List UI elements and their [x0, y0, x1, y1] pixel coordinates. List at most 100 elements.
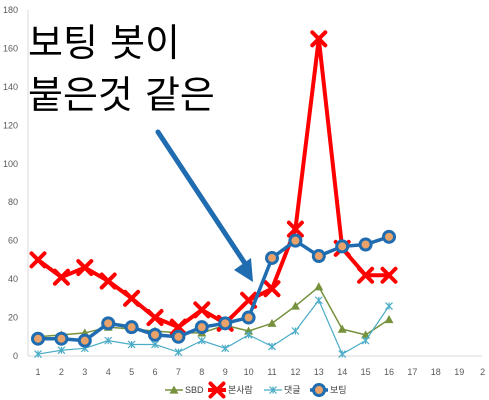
x-tick-label: 1 [35, 367, 40, 377]
data-point [268, 342, 276, 351]
data-point [335, 239, 350, 254]
x-tick-label: 2 [59, 367, 64, 377]
data-point [290, 301, 300, 310]
x-tick-label: 9 [223, 367, 228, 377]
data-point-stroke [52, 268, 70, 286]
legend-item: 댓글 [264, 385, 301, 395]
legend-label: 댓글 [284, 385, 301, 395]
legend-item: SBD [165, 385, 204, 395]
data-point [77, 333, 92, 348]
series-line [38, 235, 390, 343]
data-point [127, 340, 136, 349]
data-point [146, 309, 164, 327]
data-point [197, 336, 206, 345]
data-point [385, 302, 393, 310]
x-tick-label: 10 [244, 367, 254, 377]
data-point [31, 331, 45, 346]
x-tick-label: 2 [480, 367, 485, 377]
data-point-stroke [123, 289, 141, 307]
data-point [314, 296, 323, 305]
y-tick-label: 60 [8, 236, 18, 246]
y-tick-label: 100 [3, 159, 18, 169]
x-tick-label: 5 [129, 367, 134, 377]
legend-label: 본사람 [228, 384, 253, 395]
data-point-stroke [380, 266, 398, 284]
data-point [288, 233, 303, 248]
data-point [311, 249, 326, 264]
x-tick-label: 11 [267, 367, 276, 377]
data-point [312, 383, 326, 397]
data-point [358, 237, 373, 252]
x-tick-label: 13 [314, 367, 324, 377]
data-point [337, 324, 347, 333]
data-point [124, 320, 139, 335]
x-tick-label: 6 [152, 367, 157, 377]
data-point [174, 348, 183, 357]
annotation-arrow [155, 129, 253, 282]
data-point [169, 385, 179, 394]
y-tick-label: 80 [8, 197, 18, 207]
x-tick-label: 8 [199, 367, 204, 377]
data-point [221, 344, 230, 353]
y-tick-label: 140 [3, 82, 18, 92]
data-point [194, 320, 209, 335]
data-point [218, 316, 233, 331]
data-point [193, 301, 211, 319]
series-line [37, 299, 390, 355]
data-point-stroke [208, 381, 226, 399]
x-tick-label: 7 [176, 367, 181, 377]
data-point [291, 327, 300, 335]
data-point [104, 336, 113, 345]
data-point [244, 330, 253, 339]
y-tick-label: 120 [3, 120, 18, 130]
data-point [54, 331, 69, 346]
x-tick-label: 17 [407, 367, 417, 377]
x-tick-label: 3 [82, 367, 87, 377]
data-point [208, 381, 226, 399]
data-point [76, 259, 94, 277]
data-point-stroke [146, 309, 164, 327]
data-point [384, 314, 394, 324]
y-tick-label: 40 [8, 274, 18, 284]
data-point [57, 346, 66, 355]
series-star [34, 296, 393, 359]
data-point [123, 289, 141, 307]
data-point-stroke [263, 280, 281, 298]
data-point-stroke [99, 272, 117, 290]
data-point [380, 266, 398, 284]
legend-item: 보팅 [310, 383, 347, 397]
series-circle [31, 229, 396, 348]
data-point [382, 229, 396, 244]
data-point [314, 282, 324, 291]
data-point [148, 327, 162, 342]
data-point-stroke [193, 301, 211, 319]
data-point-stroke [240, 291, 258, 309]
data-point-stroke [310, 30, 328, 48]
x-tick-label: 14 [337, 367, 347, 377]
x-tick-label: 18 [431, 367, 441, 377]
data-point [357, 266, 375, 284]
data-point-stroke [76, 259, 94, 277]
x-tick-label: 15 [361, 367, 371, 377]
data-point [151, 340, 159, 349]
chart-series [29, 30, 398, 359]
y-tick-label: 20 [8, 313, 18, 323]
data-point-stroke [29, 251, 47, 269]
data-point [310, 30, 328, 48]
arrow-head [234, 258, 253, 282]
x-tick-label: 19 [454, 367, 464, 377]
data-point [99, 272, 117, 290]
arrow-shaft [155, 129, 251, 271]
annotation-line-1: 보팅 봇이 [28, 21, 180, 65]
x-tick-label: 16 [384, 367, 394, 377]
data-point [265, 250, 279, 265]
y-tick-label: 160 [3, 43, 18, 53]
y-tick-label: 180 [3, 5, 18, 15]
legend: SBD 본사람 댓글 보팅 [165, 381, 347, 399]
legend-label: SBD [185, 385, 204, 395]
data-point [29, 251, 47, 269]
x-tick-label: 12 [290, 367, 300, 377]
data-point-stroke [357, 266, 375, 284]
